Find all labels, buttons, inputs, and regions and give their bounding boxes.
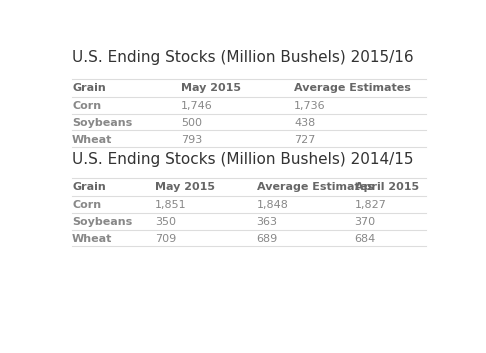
Text: Grain: Grain xyxy=(72,83,106,93)
Text: 1,848: 1,848 xyxy=(257,201,289,210)
Text: 689: 689 xyxy=(257,234,278,244)
Text: 727: 727 xyxy=(294,135,315,145)
Text: Grain: Grain xyxy=(72,182,106,192)
Text: Average Estimates: Average Estimates xyxy=(257,182,373,192)
Text: 350: 350 xyxy=(155,217,176,227)
Text: U.S. Ending Stocks (Million Bushels) 2015/16: U.S. Ending Stocks (Million Bushels) 201… xyxy=(72,50,414,65)
Text: 1,851: 1,851 xyxy=(155,201,187,210)
Text: Soybeans: Soybeans xyxy=(72,217,132,227)
Text: 1,827: 1,827 xyxy=(354,201,386,210)
Text: Soybeans: Soybeans xyxy=(72,118,132,128)
Text: 1,746: 1,746 xyxy=(181,101,213,111)
Text: Wheat: Wheat xyxy=(72,234,112,244)
Text: 684: 684 xyxy=(354,234,376,244)
Text: Corn: Corn xyxy=(72,101,101,111)
Text: 370: 370 xyxy=(354,217,376,227)
Text: May 2015: May 2015 xyxy=(155,182,215,192)
Text: Wheat: Wheat xyxy=(72,135,112,145)
Text: 363: 363 xyxy=(257,217,278,227)
Text: 1,736: 1,736 xyxy=(294,101,326,111)
Text: May 2015: May 2015 xyxy=(181,83,241,93)
Text: 709: 709 xyxy=(155,234,176,244)
Text: 500: 500 xyxy=(181,118,202,128)
Text: U.S. Ending Stocks (Million Bushels) 2014/15: U.S. Ending Stocks (Million Bushels) 201… xyxy=(72,152,414,167)
Text: 438: 438 xyxy=(294,118,315,128)
Text: April 2015: April 2015 xyxy=(354,182,418,192)
Text: Corn: Corn xyxy=(72,201,101,210)
Text: Average Estimates: Average Estimates xyxy=(294,83,411,93)
Text: 793: 793 xyxy=(181,135,203,145)
